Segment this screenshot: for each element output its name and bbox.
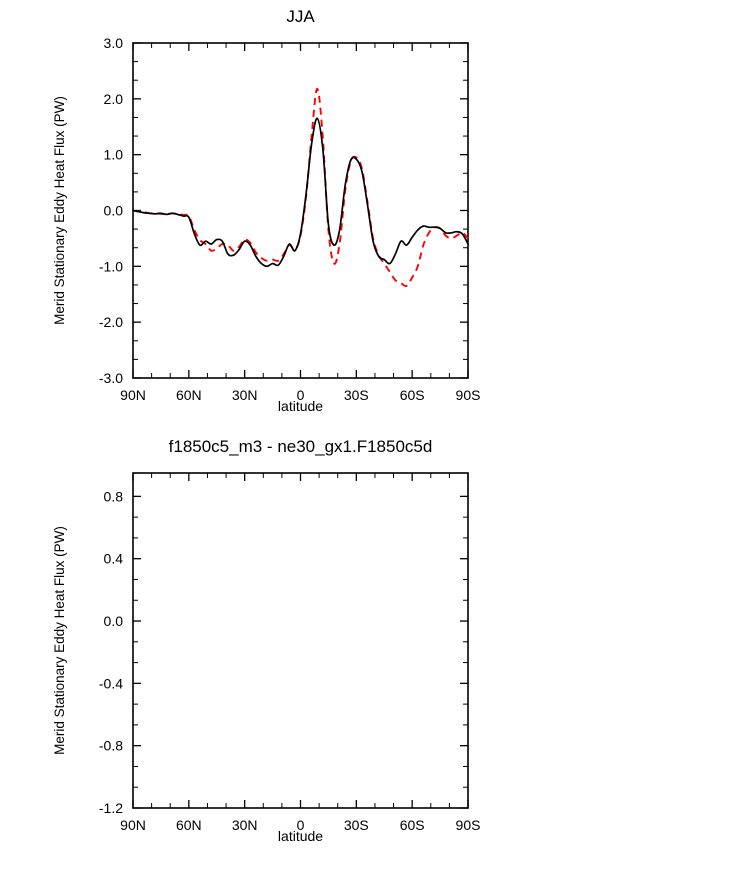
x-tick-label: 60N bbox=[176, 387, 202, 403]
y-axis-label: Merid Stationary Eddy Heat Flux (PW) bbox=[52, 96, 67, 325]
y-tick-label: -0.4 bbox=[99, 675, 123, 691]
plot-frame-2 bbox=[132, 472, 469, 809]
x-axis-label: latitude bbox=[278, 828, 323, 844]
x-axis-label: latitude bbox=[278, 398, 323, 414]
series-line-1 bbox=[132, 87, 469, 288]
y-axis-label: Merid Stationary Eddy Heat Flux (PW) bbox=[52, 526, 67, 755]
x-tick-label: 90S bbox=[456, 817, 481, 833]
x-tick-label: 60S bbox=[400, 387, 425, 403]
y-tick-label: -3.0 bbox=[99, 370, 123, 386]
y-tick-label: -2.0 bbox=[99, 314, 123, 330]
y-tick-label: 2.0 bbox=[104, 91, 124, 107]
y-tick-label: 1.0 bbox=[104, 147, 124, 163]
y-tick-label: 0.4 bbox=[104, 551, 124, 567]
plot-frame-1 bbox=[132, 42, 469, 379]
series-line-2 bbox=[132, 117, 469, 268]
x-tick-label: 60N bbox=[176, 817, 202, 833]
y-tick-label: 0.8 bbox=[104, 488, 124, 504]
x-tick-label: 60S bbox=[400, 817, 425, 833]
y-tick-label: 0.0 bbox=[104, 613, 124, 629]
x-tick-label: 30N bbox=[232, 387, 258, 403]
y-tick-label: 3.0 bbox=[104, 35, 124, 51]
x-tick-label: 0 bbox=[297, 387, 305, 403]
x-tick-label: 30S bbox=[344, 817, 369, 833]
y-tick-label: -0.8 bbox=[99, 738, 123, 754]
x-tick-label: 30S bbox=[344, 387, 369, 403]
x-tick-label: 90N bbox=[120, 817, 146, 833]
panel-title-2: f1850c5_m3 - ne30_gx1.F1850c5d bbox=[169, 437, 433, 456]
x-tick-label: 90S bbox=[456, 387, 481, 403]
x-tick-label: 30N bbox=[232, 817, 258, 833]
x-tick-label: 0 bbox=[297, 817, 305, 833]
y-tick-label: 0.0 bbox=[104, 203, 124, 219]
panel-bottom-panel: f1850c5_m3 - ne30_gx1.F1850c5d 0.8 0.4 0.0 -… bbox=[52, 437, 480, 844]
y-tick-label: -1.2 bbox=[99, 800, 123, 816]
panel-title-1: JJA bbox=[286, 7, 315, 26]
x-tick-label: 90N bbox=[120, 387, 146, 403]
y-tick-label: -1.0 bbox=[99, 258, 123, 274]
